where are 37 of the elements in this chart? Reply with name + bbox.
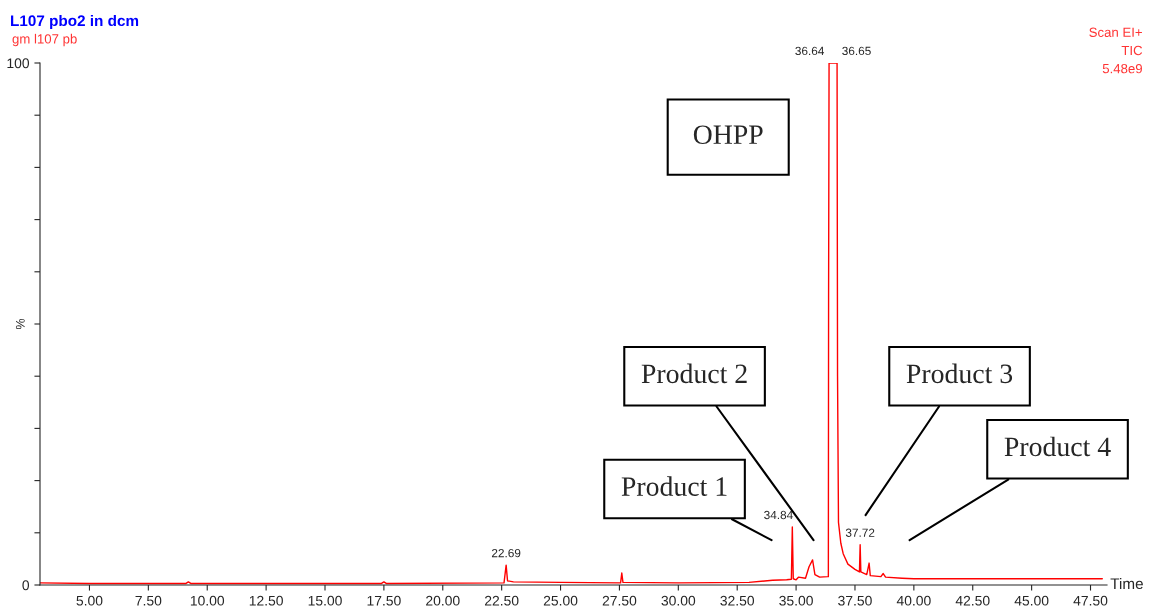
y-axis-title: % [15, 318, 25, 330]
text: TIC [1121, 45, 1143, 56]
annotation: Product 4 [1004, 436, 1111, 457]
x-tick-label: 10.00 [190, 595, 225, 606]
x-tick-label: 37.50 [838, 595, 872, 606]
annotation: 22.69 [491, 548, 521, 558]
x-tick-label: 45.00 [1014, 595, 1049, 606]
x-tick-label: 30.00 [661, 595, 696, 606]
x-tick-label: 12.50 [249, 595, 283, 606]
annotation: Product 3 [906, 363, 1013, 384]
annotation: 36.65 [842, 46, 871, 56]
annotation: 37.72 [845, 528, 875, 537]
x-tick-label: 15.00 [308, 595, 342, 606]
x-tick-label: 7.50 [135, 595, 162, 606]
x-tick-label: 22.50 [484, 595, 519, 606]
y-tick-label: 100 [7, 58, 30, 69]
annotation: 5.48e9 [1102, 63, 1142, 74]
annotation: Product 1 [621, 476, 727, 496]
chart-subtitle: gm l107 pb [12, 33, 77, 47]
x-tick-label: 32.50 [720, 595, 755, 606]
x-tick-label: 42.50 [955, 595, 990, 606]
x-tick-label: 5.00 [76, 595, 103, 606]
annotation: OHPP [693, 125, 763, 145]
x-tick-label: 25.00 [543, 595, 578, 606]
annotation: 34.84 [764, 510, 793, 520]
annotation: 36.64 [795, 46, 825, 56]
text: Scan EI+ [1089, 27, 1142, 37]
x-tick-label: 17.50 [367, 595, 401, 606]
x-tick-label: 20.00 [426, 595, 460, 606]
annotation: Product 2 [641, 363, 747, 384]
chart-title: L107 pbo2 in dcm [11, 14, 139, 30]
y-tick-label: 0 [22, 580, 30, 591]
x-tick-label: 35.00 [779, 595, 813, 606]
x-axis-title: Time [1110, 577, 1143, 590]
x-tick-label: 47.50 [1073, 595, 1108, 606]
x-tick-label: 27.50 [602, 595, 637, 606]
x-tick-label: 40.00 [896, 595, 931, 606]
